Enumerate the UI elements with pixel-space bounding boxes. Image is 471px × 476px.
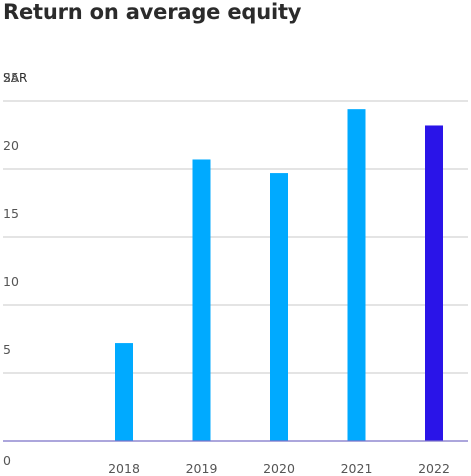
- bar-2019: [192, 159, 211, 442]
- y-tick-label: 10: [3, 274, 19, 289]
- x-tick-label-2022: 2022: [418, 461, 450, 476]
- bar-2021: [347, 109, 366, 441]
- bar-2020: [270, 173, 288, 441]
- y-tick-label: 0: [3, 453, 11, 468]
- x-tick-label-2019: 2019: [186, 461, 218, 476]
- x-tick-label-2020: 2020: [263, 461, 295, 476]
- bar-2018: [115, 343, 133, 441]
- x-axis-ticks: 2018 2019 2020 2021 2022: [108, 461, 450, 476]
- y-tick-label: 15: [3, 206, 19, 221]
- y-tick-label: 5: [3, 342, 11, 357]
- x-tick-label-2018: 2018: [108, 461, 140, 476]
- bar-series: [115, 109, 443, 442]
- y-axis-ticks: 0 5 10 15 20 25: [3, 70, 19, 468]
- y-tick-label: 20: [3, 138, 19, 153]
- y-axis-unit-label: SAR: [3, 71, 27, 85]
- bar-2022: [425, 125, 443, 441]
- gridlines: [3, 100, 468, 374]
- chart-title: Return on average equity: [3, 0, 302, 24]
- y-tick-label: 25: [3, 70, 19, 85]
- x-tick-label-2021: 2021: [341, 461, 373, 476]
